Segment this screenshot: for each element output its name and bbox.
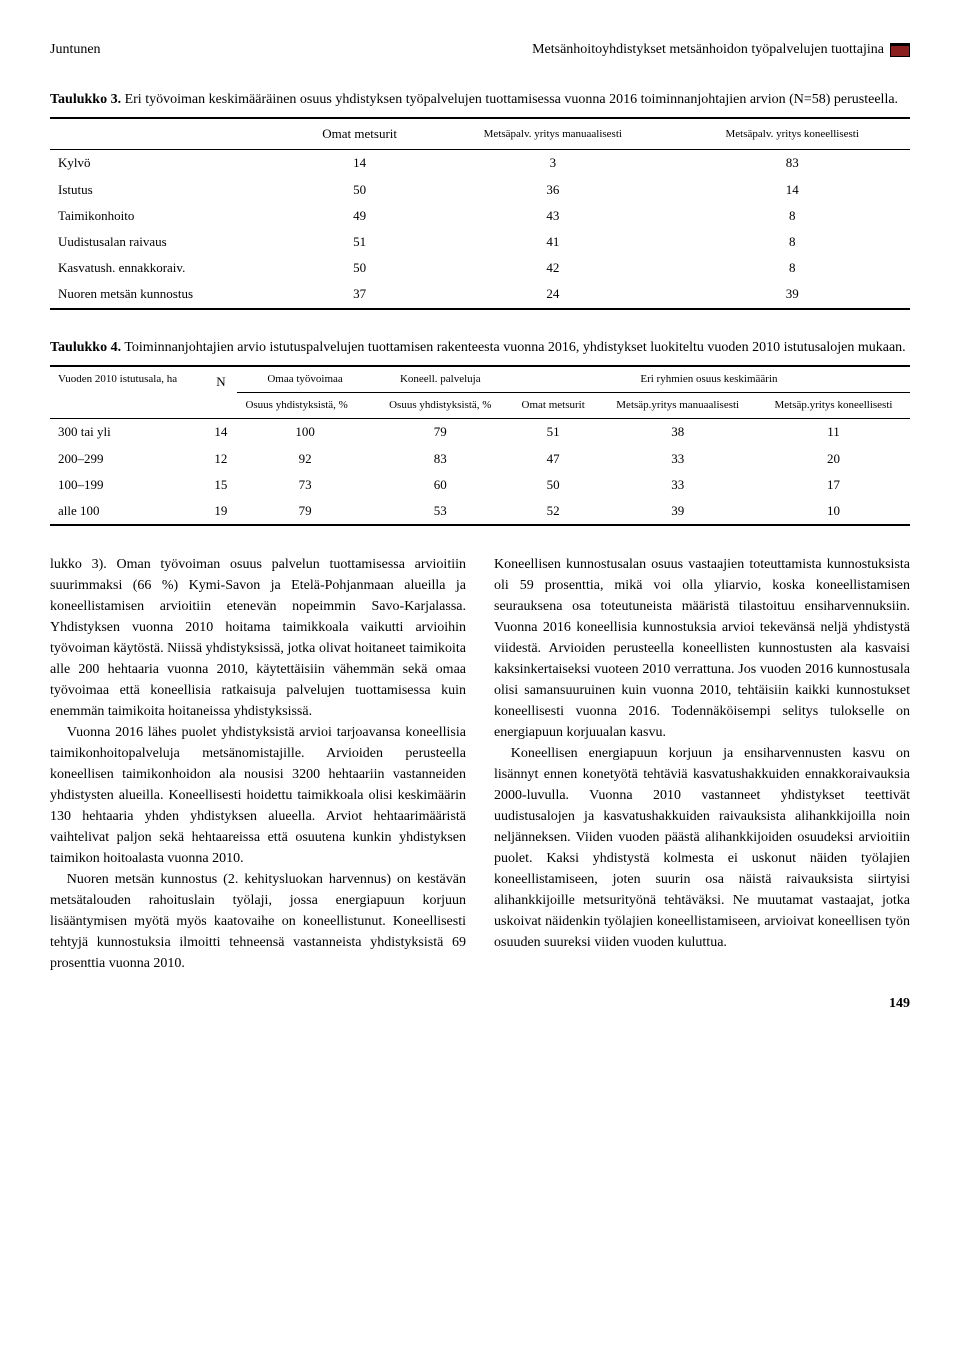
body-p4: Koneellisen kunnostusalan osuus vastaaji… [494, 554, 910, 743]
body-p1: lukko 3). Oman työvoiman osuus palvelun … [50, 554, 466, 722]
table4-h1b: N [204, 366, 237, 419]
table-row: 200–299129283473320 [50, 446, 910, 472]
table-cell: 47 [508, 446, 599, 472]
table3-h3: Metsäpalv. yritys koneellisesti [674, 118, 910, 150]
table-cell: 14 [204, 419, 237, 446]
table3-h2: Metsäpalv. yritys manuaalisesti [431, 118, 674, 150]
table-cell: 8 [674, 255, 910, 281]
table-row: alle 100197953523910 [50, 498, 910, 525]
table-cell: 19 [204, 498, 237, 525]
table3-caption-text: Eri työvoiman keskimääräinen osuus yhdis… [121, 92, 898, 107]
body-p3: Nuoren metsän kunnostus (2. kehitysluoka… [50, 869, 466, 974]
table4-caption: Taulukko 4. Toiminnanjohtajien arvio ist… [50, 338, 910, 358]
table-cell: 24 [431, 281, 674, 308]
table-cell: 51 [508, 419, 599, 446]
table4-h1e: Eri ryhmien osuus keskimäärin [508, 366, 910, 393]
table-cell: Kasvatush. ennakkoraiv. [50, 255, 288, 281]
header-title: Metsänhoitoyhdistykset metsänhoidon työp… [532, 40, 884, 60]
table-cell: 33 [598, 446, 757, 472]
table-cell: 12 [204, 446, 237, 472]
table-cell: 100 [237, 419, 372, 446]
table-cell: 92 [237, 446, 372, 472]
running-header: Juntunen Metsänhoitoyhdistykset metsänho… [50, 40, 910, 60]
table-cell: 300 tai yli [50, 419, 204, 446]
table-cell: 100–199 [50, 472, 204, 498]
table-cell: 39 [598, 498, 757, 525]
table-cell: Kylvö [50, 150, 288, 177]
table-cell: Taimikonhoito [50, 203, 288, 229]
table3-caption: Taulukko 3. Eri työvoiman keskimääräinen… [50, 90, 910, 110]
table-row: Istutus503614 [50, 177, 910, 203]
table4-h1c: Omaa työvoimaa [237, 366, 372, 393]
table-cell: 200–299 [50, 446, 204, 472]
table-cell: 79 [373, 419, 508, 446]
table-row: Taimikonhoito49438 [50, 203, 910, 229]
table-cell: 8 [674, 203, 910, 229]
page-number: 149 [50, 994, 910, 1014]
table-cell: 10 [757, 498, 910, 525]
table4-h2f: Metsäp.yritys manuaalisesti [598, 393, 757, 419]
table-cell: 83 [373, 446, 508, 472]
table4-caption-label: Taulukko 4. [50, 340, 121, 355]
table-cell: 41 [431, 229, 674, 255]
table-cell: Istutus [50, 177, 288, 203]
table-cell: 50 [288, 255, 431, 281]
table-cell: 53 [373, 498, 508, 525]
table-cell: 8 [674, 229, 910, 255]
table-cell: 49 [288, 203, 431, 229]
table-cell: 79 [237, 498, 372, 525]
header-right: Metsänhoitoyhdistykset metsänhoidon työp… [532, 40, 910, 60]
table-cell: 50 [508, 472, 599, 498]
table-cell: 51 [288, 229, 431, 255]
table-cell: 50 [288, 177, 431, 203]
body-columns: lukko 3). Oman työvoiman osuus palvelun … [50, 554, 910, 974]
table-cell: 11 [757, 419, 910, 446]
table4-h2c: Osuus yhdistyksistä, % [237, 393, 372, 419]
table-cell: 43 [431, 203, 674, 229]
table-cell: 83 [674, 150, 910, 177]
table-cell: 38 [598, 419, 757, 446]
table-row: Uudistusalan raivaus51418 [50, 229, 910, 255]
table-cell: 42 [431, 255, 674, 281]
table4-h1d: Koneell. palveluja [373, 366, 508, 393]
table3-header-row: Omat metsurit Metsäpalv. yritys manuaali… [50, 118, 910, 150]
header-author: Juntunen [50, 40, 101, 60]
table-cell: 60 [373, 472, 508, 498]
table-cell: 3 [431, 150, 674, 177]
table-row: 300 tai yli1410079513811 [50, 419, 910, 446]
table-cell: 33 [598, 472, 757, 498]
table4-h2g: Metsäp.yritys koneellisesti [757, 393, 910, 419]
table-cell: 14 [288, 150, 431, 177]
table-row: Kasvatush. ennakkoraiv.50428 [50, 255, 910, 281]
table3-h1: Omat metsurit [288, 118, 431, 150]
table4-h1a: Vuoden 2010 istutusala, ha [50, 366, 204, 419]
table4-caption-text: Toiminnanjohtajien arvio istutuspalveluj… [121, 340, 906, 355]
table-cell: 52 [508, 498, 599, 525]
table4-h2e: Omat metsurit [508, 393, 599, 419]
table-cell: 15 [204, 472, 237, 498]
table-row: 100–199157360503317 [50, 472, 910, 498]
table4: Vuoden 2010 istutusala, ha N Omaa työvoi… [50, 365, 910, 526]
table-cell: alle 100 [50, 498, 204, 525]
table3: Omat metsurit Metsäpalv. yritys manuaali… [50, 117, 910, 309]
table-cell: 20 [757, 446, 910, 472]
table-row: Nuoren metsän kunnostus372439 [50, 281, 910, 308]
table-cell: 36 [431, 177, 674, 203]
table4-header-row1: Vuoden 2010 istutusala, ha N Omaa työvoi… [50, 366, 910, 393]
table-cell: 17 [757, 472, 910, 498]
table-cell: 39 [674, 281, 910, 308]
table3-h0 [50, 118, 288, 150]
table3-caption-label: Taulukko 3. [50, 92, 121, 107]
table-cell: 73 [237, 472, 372, 498]
table-cell: Nuoren metsän kunnostus [50, 281, 288, 308]
table4-h2d: Osuus yhdistyksistä, % [373, 393, 508, 419]
table-cell: 37 [288, 281, 431, 308]
table-cell: 14 [674, 177, 910, 203]
body-p2: Vuonna 2016 lähes puolet yhdistyksistä a… [50, 722, 466, 869]
body-p5: Koneellisen energiapuun korjuun ja ensih… [494, 743, 910, 953]
table-cell: Uudistusalan raivaus [50, 229, 288, 255]
header-marker [890, 43, 910, 57]
table-row: Kylvö14383 [50, 150, 910, 177]
